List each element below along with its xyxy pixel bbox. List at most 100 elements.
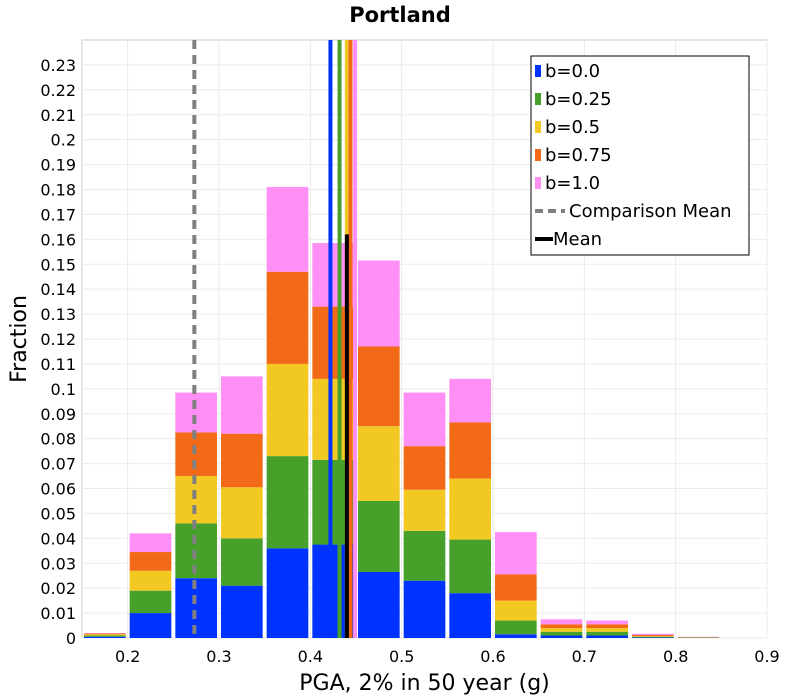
bar-segment [266,456,309,549]
bar-segment [358,260,400,347]
bar-segment [403,580,446,638]
y-tick-label: 0 [66,629,76,648]
bar-segment [221,585,263,638]
bar-segment [495,600,537,621]
legend-label: b=0.25 [545,89,612,110]
legend-label: b=0.75 [545,145,612,166]
y-tick-label: 0.14 [40,280,76,299]
bar-segment [84,634,126,636]
x-tick-label: 0.4 [298,647,323,666]
bar-segment [129,552,172,571]
y-tick-label: 0.16 [40,230,76,249]
y-tick-label: 0.17 [40,205,76,224]
y-tick-label: 0.23 [40,56,76,75]
y-tick-label: 0.08 [40,430,76,449]
x-tick-label: 0.7 [572,647,597,666]
y-tick-label: 0.06 [40,480,76,499]
y-tick-label: 0.11 [40,355,76,374]
x-tick-label: 0.5 [389,647,414,666]
bar-segment [129,570,172,591]
bar-segment [84,635,126,637]
legend-box [530,55,750,256]
x-tick-label: 0.8 [663,647,688,666]
x-axis-ticks: 0.2 0.3 0.4 0.5 0.6 0.7 0.8 0.9 [115,647,780,666]
bar-segment [449,478,491,540]
bar-segment [540,628,583,632]
bar-segment [632,633,674,636]
bar-segment [266,187,309,272]
bar-segment [129,613,172,638]
bar-segment [586,635,628,638]
y-tick-label: 0.02 [40,579,76,598]
mean-lines [192,40,358,638]
x-axis-label: PGA, 2% in 50 year (g) [299,671,550,696]
bar-segment [540,631,583,636]
bar-segment [449,593,491,638]
bar-segment [266,548,309,638]
y-tick-label: 0.19 [40,156,76,175]
y-tick-label: 0.04 [40,529,76,548]
bar-segment [495,532,537,575]
bar-segment [221,433,263,488]
bar-segment [495,620,537,635]
bar-segment [221,487,263,539]
bar-segment [358,346,400,427]
bar-segment [403,392,446,447]
bar-segment [495,634,537,638]
x-tick-label: 0.9 [754,647,779,666]
bar-segment [495,574,537,601]
bar-segment [403,446,446,490]
y-tick-label: 0.01 [40,604,76,623]
legend-label: b=0.0 [545,61,600,82]
y-tick-label: 0.21 [40,106,76,125]
legend-swatch [535,177,541,189]
legend-swatch [535,121,541,133]
y-tick-label: 0.13 [40,305,76,324]
y-tick-label: 0.2 [51,131,76,150]
y-tick-label: 0.12 [40,330,76,349]
bar-segment [175,392,217,433]
y-tick-label: 0.05 [40,504,76,523]
bars [84,187,720,638]
x-tick-label: 0.3 [206,647,231,666]
y-axis-ticks: 0 0.01 0.02 0.03 0.04 0.05 0.06 0.07 0.08 0.09 0.1… [40,56,76,648]
legend-swatch [535,65,541,77]
y-tick-label: 0.09 [40,405,76,424]
bar-segment [632,635,674,637]
legend-swatch [535,93,541,105]
legend-label: Mean [553,229,602,250]
y-tick-label: 0.03 [40,554,76,573]
bar-segment [358,426,400,501]
bar-segment [540,635,583,638]
bar-segment [449,378,491,423]
bar-segment [84,633,126,635]
legend-label: Comparison Mean [569,201,732,222]
y-tick-label: 0.15 [40,255,76,274]
legend-swatch [535,149,541,161]
bar-segment [586,620,628,625]
bar-segment [586,631,628,636]
chart-title: Portland [349,3,451,27]
legend: b=0.0 b=0.25 b=0.5 b=0.75 b=1.0 Comparison Me… [530,55,750,256]
bar-segment [403,489,446,531]
bar-segment [129,533,172,553]
bar-segment [403,530,446,581]
y-tick-label: 0.22 [40,81,76,100]
y-axis-label: Fraction [7,295,32,383]
x-tick-label: 0.6 [480,647,505,666]
y-tick-label: 0.07 [40,455,76,474]
bar-segment [266,363,309,457]
bar-segment [540,619,583,625]
bar-segment [586,624,628,629]
legend-label: b=1.0 [545,173,600,194]
bar-segment [540,624,583,629]
x-tick-label: 0.2 [115,647,140,666]
y-tick-label: 0.18 [40,181,76,200]
bar-segment [221,376,263,434]
bar-segment [358,571,400,638]
bar-segment [632,636,674,638]
bar-segment [129,590,172,614]
bar-segment [449,539,491,594]
bar-segment [221,538,263,586]
